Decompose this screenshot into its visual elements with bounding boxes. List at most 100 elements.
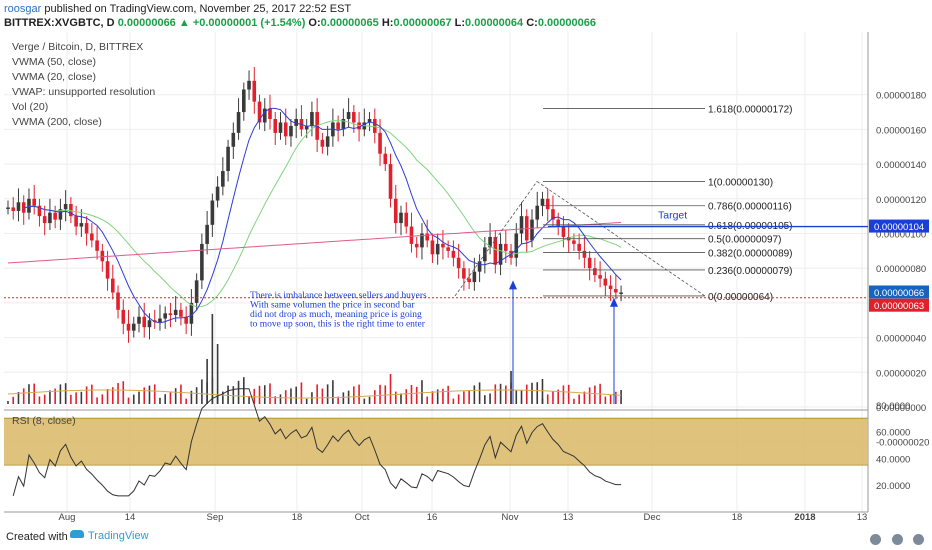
candle-body bbox=[540, 198, 545, 206]
volume-bar bbox=[148, 385, 151, 404]
legend-vwap[interactable]: VWAP: unsupported resolution bbox=[12, 86, 156, 98]
volume-bar bbox=[374, 390, 376, 404]
twitter-icon[interactable] bbox=[870, 534, 882, 545]
volume-bar bbox=[410, 385, 413, 404]
candle-body bbox=[472, 271, 477, 283]
candle-body bbox=[158, 318, 162, 322]
target-text: Target bbox=[658, 210, 687, 222]
candle-body bbox=[587, 257, 592, 269]
volume-bar bbox=[195, 387, 198, 404]
volume-bar bbox=[588, 387, 591, 404]
candle-body bbox=[152, 320, 157, 322]
high-value: 0.00000067 bbox=[393, 17, 452, 29]
candle-body bbox=[561, 226, 566, 237]
candle-body bbox=[378, 132, 382, 154]
candle-body bbox=[551, 209, 555, 220]
tradingview-logo[interactable]: TradingView bbox=[70, 530, 149, 542]
price-tick-label: 0.00000080 bbox=[876, 264, 926, 275]
candle-body bbox=[63, 204, 68, 210]
legend-volume[interactable]: Vol (20) bbox=[12, 101, 49, 113]
volume-spike bbox=[206, 359, 208, 404]
volume-bar bbox=[342, 392, 345, 404]
vwma200-line bbox=[7, 221, 622, 264]
trend-line-down bbox=[536, 181, 706, 297]
candle-body bbox=[79, 223, 84, 227]
candle-body bbox=[530, 219, 534, 241]
candle-body bbox=[420, 233, 424, 248]
close-value: 0.00000066 bbox=[537, 17, 596, 29]
candle-body bbox=[131, 323, 136, 331]
open-label: O: bbox=[308, 17, 321, 29]
volume-bar bbox=[546, 394, 549, 404]
price-tick-label: 0.00000040 bbox=[876, 334, 926, 345]
volume-bar bbox=[59, 384, 62, 404]
time-tick-label: Nov bbox=[502, 512, 519, 523]
legend-vwma200[interactable]: VWMA (200, close) bbox=[12, 116, 102, 128]
legend-vwma20[interactable]: VWMA (20, close) bbox=[12, 71, 97, 83]
candle-body bbox=[27, 198, 31, 213]
candle-body bbox=[582, 250, 587, 258]
volume-bar bbox=[573, 398, 575, 404]
candle-body bbox=[168, 313, 173, 316]
time-tick-label: 14 bbox=[125, 512, 136, 523]
volume-bar bbox=[17, 392, 20, 404]
candle-body bbox=[105, 261, 110, 279]
volume-bar bbox=[525, 384, 528, 404]
candle-body bbox=[268, 108, 272, 119]
candle-body bbox=[215, 186, 220, 201]
candle-body bbox=[603, 278, 608, 286]
candle-body bbox=[294, 118, 298, 126]
volume-bar bbox=[237, 380, 240, 404]
volume-bar bbox=[515, 390, 518, 404]
low-label: L: bbox=[454, 17, 466, 29]
candle-body bbox=[16, 202, 21, 211]
candle-body bbox=[194, 280, 199, 303]
volume-bar bbox=[91, 384, 93, 404]
candle-body bbox=[262, 108, 267, 123]
facebook-icon[interactable] bbox=[891, 534, 903, 545]
trend-line-up bbox=[454, 181, 538, 297]
candle-body bbox=[535, 205, 540, 220]
target-price-label: 0.00000104 bbox=[874, 222, 924, 233]
red-price-label: 0.00000063 bbox=[874, 301, 924, 312]
candle-body bbox=[48, 212, 52, 224]
candle-body bbox=[488, 236, 492, 248]
target-price-tag bbox=[869, 219, 929, 233]
share-icon[interactable] bbox=[913, 534, 924, 545]
candle-body bbox=[42, 216, 47, 224]
volume-bar bbox=[258, 385, 261, 404]
volume-bar bbox=[174, 388, 177, 404]
candle-body bbox=[53, 212, 57, 220]
candle-body bbox=[58, 209, 63, 220]
volume-bar bbox=[38, 396, 41, 404]
candle-body bbox=[121, 309, 126, 324]
legend-vwma50[interactable]: VWMA (50, close) bbox=[12, 56, 97, 68]
low-value: 0.00000064 bbox=[465, 17, 524, 29]
candle-body bbox=[74, 216, 78, 227]
volume-bar bbox=[295, 386, 297, 404]
last-price-label: 0.00000066 bbox=[874, 288, 924, 299]
candle-body bbox=[221, 171, 225, 187]
candle-body bbox=[388, 164, 393, 199]
fib-level-label: 0.382(0.00000089) bbox=[708, 249, 793, 260]
candle-body bbox=[336, 122, 340, 130]
candle-body bbox=[200, 243, 204, 281]
rsi-legend[interactable]: RSI (8, close) bbox=[12, 415, 76, 427]
volume-bar bbox=[604, 396, 607, 404]
volume-bar bbox=[531, 382, 533, 404]
candle-body bbox=[210, 200, 215, 225]
candle-body bbox=[11, 207, 16, 211]
candle-body bbox=[69, 204, 73, 217]
indicator-legend: Verge / Bitcoin, D, BITTREX VWMA (50, cl… bbox=[12, 40, 155, 130]
volume-bar bbox=[562, 385, 565, 404]
candle-body bbox=[404, 212, 409, 227]
candle-body bbox=[142, 316, 147, 328]
candle-body bbox=[100, 250, 105, 262]
time-tick-label: Dec bbox=[644, 512, 661, 523]
author-name[interactable]: roosgar bbox=[4, 3, 42, 15]
price-chart[interactable]: 0.00000180 0.00000160 0.00000140 0.00000120… bbox=[0, 32, 932, 526]
legend-symbol[interactable]: Verge / Bitcoin, D, BITTREX bbox=[12, 41, 144, 53]
annotation-text: With same volumen the price in second ba… bbox=[250, 301, 415, 311]
candle-body bbox=[493, 236, 498, 265]
candle-body bbox=[556, 219, 560, 227]
